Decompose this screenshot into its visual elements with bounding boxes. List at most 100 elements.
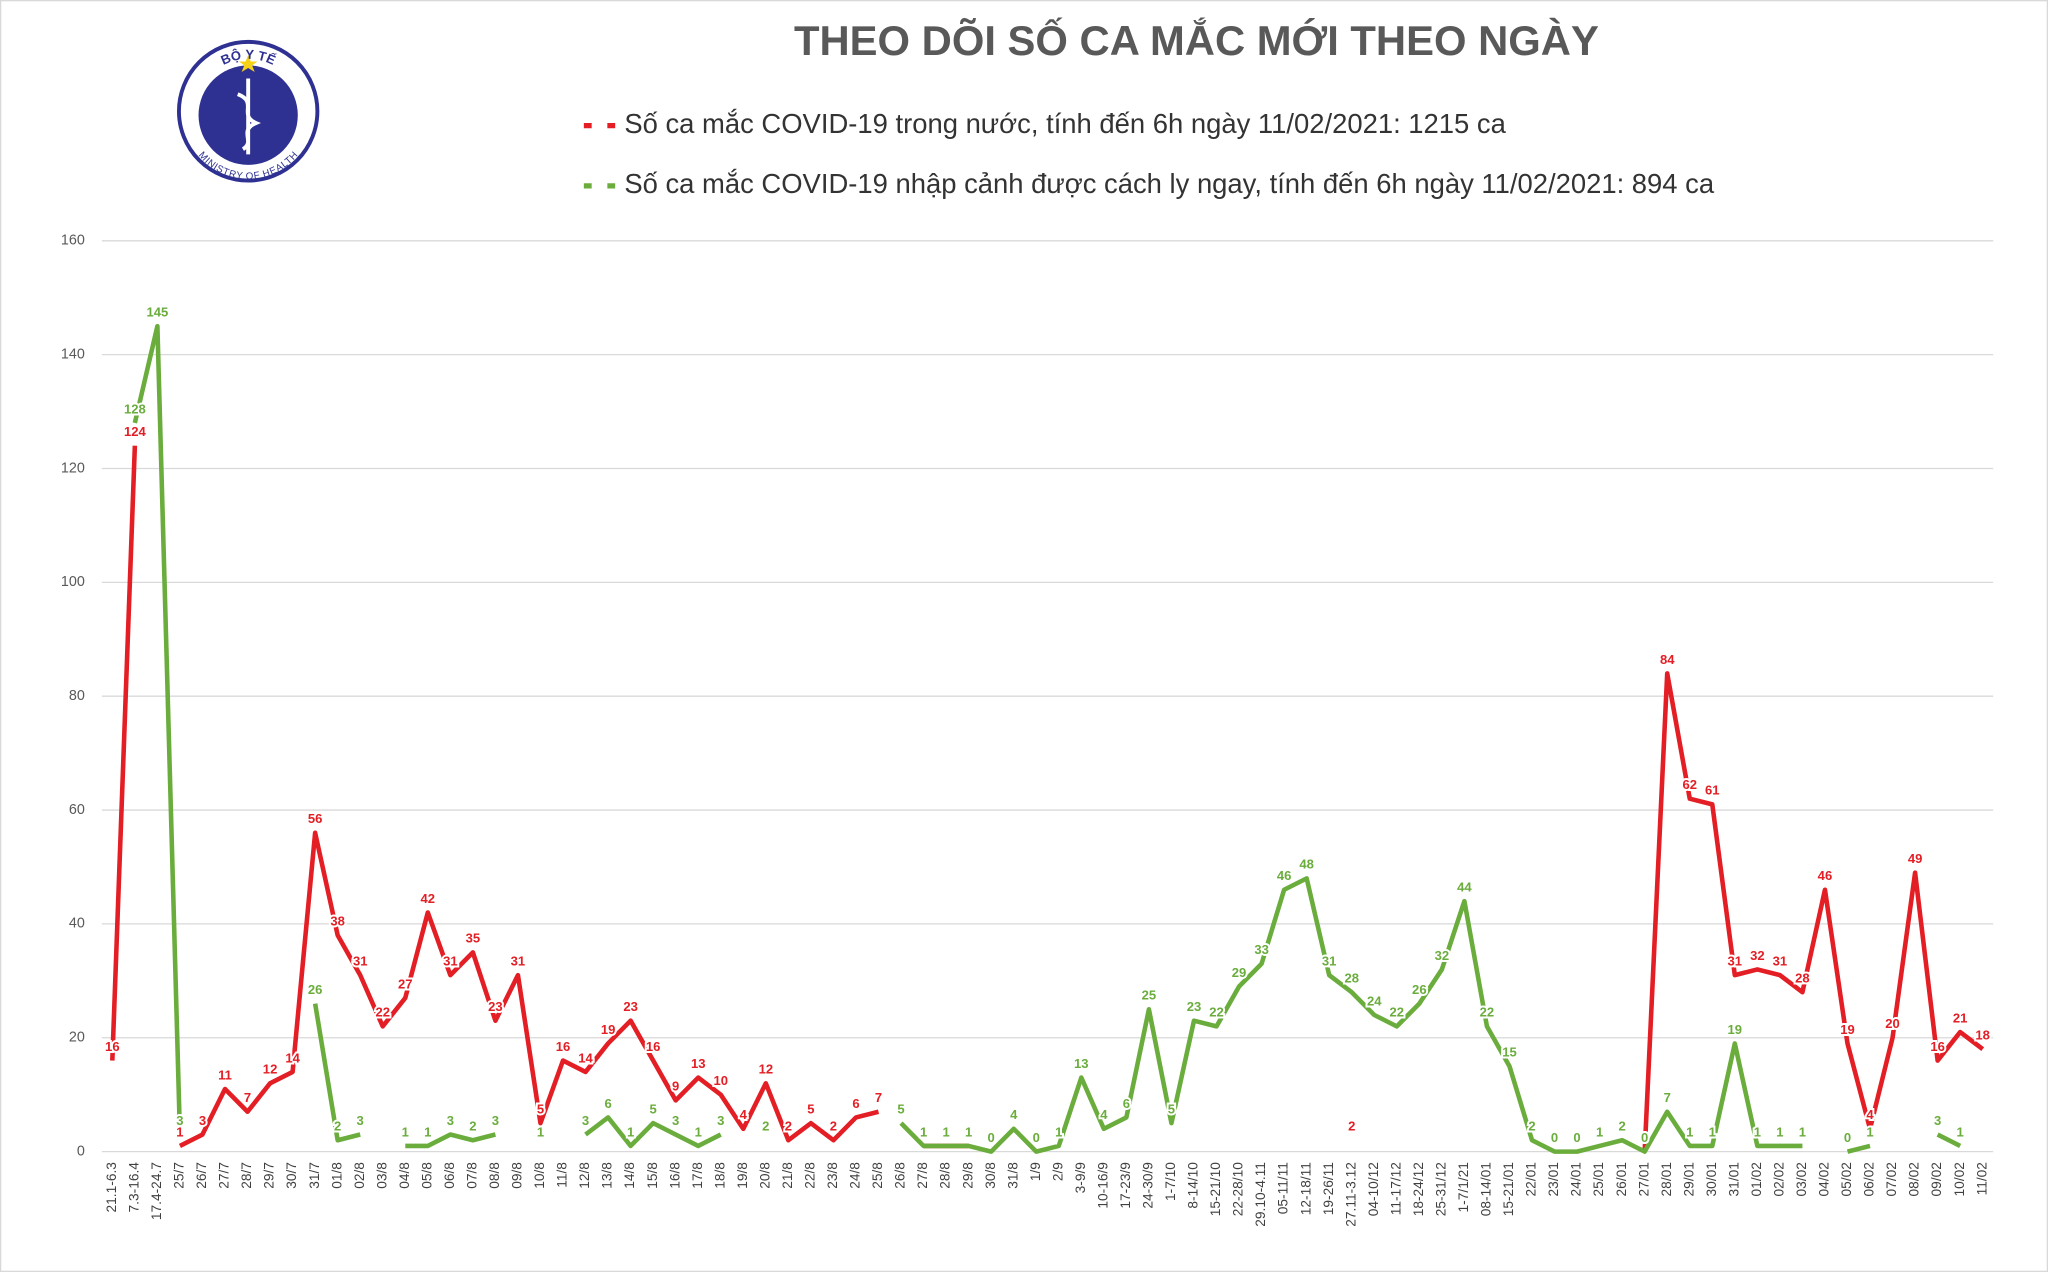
- chart-title: THEO DÕI SỐ CA MẮC MỚI THEO NGÀY: [794, 16, 1599, 64]
- x-tick-label: 10/8: [532, 1162, 547, 1189]
- x-tick-label: 30/7: [284, 1162, 299, 1189]
- y-tick-label: 100: [61, 574, 85, 590]
- data-label: 26: [1412, 982, 1427, 997]
- x-tick-label: 31/8: [1005, 1162, 1020, 1189]
- data-label: 5: [897, 1102, 904, 1117]
- x-tick-label: 08-14/01: [1479, 1162, 1494, 1216]
- x-tick-label: 05-11/11: [1276, 1162, 1291, 1214]
- x-tick-label: 19-26/11: [1321, 1162, 1336, 1215]
- data-label: 0: [1641, 1130, 1648, 1145]
- data-label: 13: [1074, 1056, 1089, 1071]
- data-label: 27: [398, 976, 413, 991]
- data-label: 22: [1390, 1005, 1405, 1020]
- data-label: 1: [1055, 1124, 1062, 1139]
- data-label: 25: [1142, 988, 1157, 1003]
- x-tick-label: 26/01: [1614, 1162, 1629, 1196]
- data-label: 1: [627, 1124, 634, 1139]
- series-line: [110, 445, 1985, 1152]
- data-label: 1: [424, 1124, 431, 1139]
- x-tick-label: 09/02: [1929, 1162, 1944, 1196]
- legend-label: Số ca mắc COVID-19 nhập cảnh được cách l…: [624, 168, 1715, 199]
- data-label: 12: [263, 1062, 278, 1077]
- data-label: 124: [124, 424, 147, 439]
- x-tick-label: 01/02: [1749, 1162, 1764, 1196]
- data-label: 35: [466, 931, 481, 946]
- data-label: 3: [672, 1113, 679, 1128]
- x-tick-label: 26/7: [194, 1162, 209, 1189]
- series-line: [132, 323, 1962, 1154]
- x-tick-label: 03/02: [1794, 1162, 1809, 1196]
- x-tick-label: 11-17/12: [1388, 1162, 1403, 1215]
- x-tick-label: 29/01: [1681, 1162, 1696, 1196]
- x-tick-label: 05/8: [419, 1162, 434, 1189]
- data-label: 31: [443, 953, 458, 968]
- data-label: 2: [785, 1119, 792, 1134]
- data-label: 9: [672, 1079, 679, 1094]
- data-label: 12: [759, 1062, 774, 1077]
- x-tick-label: 16/8: [667, 1162, 682, 1189]
- x-tick-label: 15-21/10: [1208, 1162, 1223, 1217]
- x-tick-label: 27/01: [1636, 1162, 1651, 1196]
- data-label: 145: [147, 305, 169, 320]
- x-tick-label: 29/8: [960, 1162, 975, 1189]
- data-label: 21: [1953, 1010, 1968, 1025]
- data-label: 31: [511, 953, 526, 968]
- data-label: 16: [105, 1039, 120, 1054]
- data-label: 6: [604, 1096, 611, 1111]
- data-label: 46: [1818, 868, 1833, 883]
- x-tick-label: 12-18/11: [1298, 1162, 1313, 1215]
- y-tick-label: 120: [61, 460, 85, 476]
- x-tick-label: 25/01: [1591, 1162, 1606, 1196]
- x-tick-label: 21/8: [780, 1162, 795, 1189]
- data-label: 0: [1844, 1130, 1851, 1145]
- y-tick-label: 0: [77, 1143, 85, 1159]
- data-label: 48: [1299, 857, 1314, 872]
- data-label: 1: [1799, 1124, 1806, 1139]
- data-label: 128: [124, 401, 146, 416]
- data-label: 1: [176, 1124, 183, 1139]
- data-label: 4: [1866, 1107, 1874, 1122]
- data-label: 1: [695, 1124, 702, 1139]
- x-tick-label: 28/8: [938, 1162, 953, 1189]
- data-label: 1: [920, 1124, 927, 1139]
- data-label: 16: [646, 1039, 661, 1054]
- data-label: 1: [942, 1124, 949, 1139]
- x-tick-label: 27/7: [217, 1162, 232, 1189]
- data-label: 1: [1776, 1124, 1783, 1139]
- data-label: 29: [1232, 965, 1247, 980]
- x-tick-label: 01/8: [329, 1162, 344, 1189]
- data-label: 10: [714, 1073, 729, 1088]
- x-tick-label: 21.1-6.3: [104, 1162, 119, 1213]
- x-tick-label: 18-24/12: [1411, 1162, 1426, 1216]
- x-tick-label: 06/02: [1862, 1162, 1877, 1196]
- x-tick-label: 12/8: [577, 1162, 592, 1189]
- data-label: 20: [1885, 1016, 1900, 1031]
- x-tick-label: 24/8: [848, 1162, 863, 1189]
- data-label: 2: [1619, 1119, 1626, 1134]
- y-tick-label: 140: [61, 346, 85, 362]
- data-label: 4: [1010, 1107, 1018, 1122]
- data-label: 5: [537, 1102, 544, 1117]
- x-tick-label: 17.4-24.7: [149, 1162, 164, 1220]
- data-label: 1: [1055, 1124, 1062, 1139]
- data-label: 56: [308, 811, 323, 826]
- x-tick-label: 10-16/9: [1095, 1162, 1110, 1209]
- x-tick-label: 04-10/12: [1366, 1162, 1381, 1216]
- x-tick-label: 22/01: [1524, 1162, 1539, 1196]
- data-label: 28: [1795, 971, 1810, 986]
- data-label: 6: [852, 1096, 859, 1111]
- x-tick-label: 25-31/12: [1433, 1162, 1448, 1216]
- data-label: 33: [1254, 942, 1269, 957]
- data-label: 1: [1754, 1124, 1761, 1139]
- data-label: 23: [488, 999, 503, 1014]
- x-tick-label: 28/7: [239, 1162, 254, 1189]
- data-label: 1: [537, 1124, 544, 1139]
- x-tick-label: 30/8: [983, 1162, 998, 1189]
- data-label: 15: [1502, 1045, 1517, 1060]
- data-label: 1: [965, 1124, 972, 1139]
- data-label: 4: [1100, 1107, 1108, 1122]
- y-tick-label: 160: [61, 233, 85, 249]
- data-label: 7: [875, 1090, 882, 1105]
- data-label: 3: [357, 1113, 364, 1128]
- data-label: 2: [334, 1119, 341, 1134]
